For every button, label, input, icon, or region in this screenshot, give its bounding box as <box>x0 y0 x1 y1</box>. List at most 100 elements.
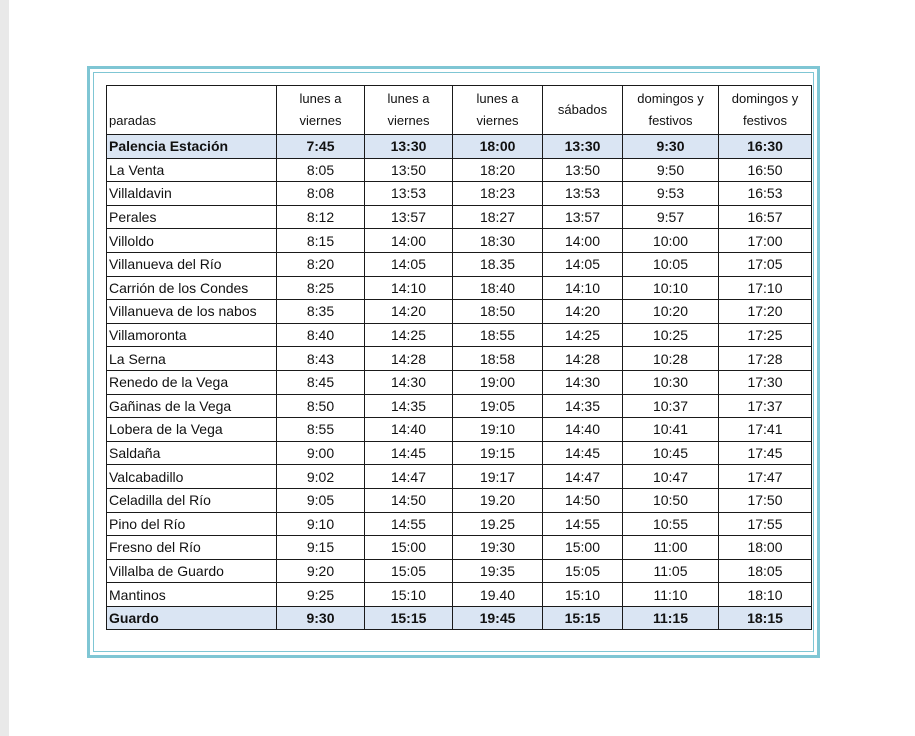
departure-time-cell: 9:57 <box>622 204 719 230</box>
schedule-row: Lobera de la Vega 8:55 14:40 19:10 14:40 10:4… <box>106 417 812 442</box>
day-column-header-line: viernes <box>387 113 430 128</box>
departure-time-cell: 14:40 <box>542 417 623 442</box>
departure-time-cell: 14:28 <box>364 346 453 371</box>
schedule-row: Saldaña 9:00 14:45 19:15 14:45 10:45 17:45 <box>106 440 812 466</box>
departure-time-cell: 14:10 <box>542 275 623 301</box>
departure-time-cell: 9:53 <box>622 181 719 206</box>
departure-time-cell: 14:30 <box>364 369 453 395</box>
departure-time-cell: 19.40 <box>452 582 543 607</box>
departure-time-cell: 8:50 <box>276 393 365 419</box>
departure-time-cell: 19.25 <box>452 511 543 537</box>
departure-time-cell: 9:20 <box>276 558 365 584</box>
departure-time-cell: 10:55 <box>622 511 719 537</box>
departure-time-cell: 14:05 <box>364 251 453 277</box>
departure-time-cell: 18:30 <box>452 228 543 253</box>
stop-name-cell: Saldaña <box>106 440 277 466</box>
departure-time-cell: 9:00 <box>276 440 365 466</box>
departure-time-cell: 17:55 <box>718 511 812 537</box>
departure-time-cell: 17:41 <box>718 417 812 442</box>
departure-time-cell: 13:57 <box>542 204 623 230</box>
departure-time-cell: 16:50 <box>718 157 812 183</box>
departure-time-cell: 15:05 <box>542 558 623 584</box>
departure-time-cell: 10:37 <box>622 393 719 419</box>
departure-time-cell: 14:50 <box>542 487 623 513</box>
departure-time-cell: 15:10 <box>542 582 623 607</box>
schedule-row: Celadilla del Río 9:05 14:50 19.20 14:50 10:5… <box>106 487 812 513</box>
stop-name-cell: Palencia Estación <box>106 134 277 159</box>
stop-name-cell: Villaldavin <box>106 181 277 206</box>
departure-time-cell: 15:00 <box>542 535 623 560</box>
schedule-row: Fresno del Río 9:15 15:00 19:30 15:00 11:00 18… <box>106 535 812 560</box>
departure-time-cell: 8:08 <box>276 181 365 206</box>
stop-name-cell: Valcabadillo <box>106 464 277 489</box>
schedule-row: Valcabadillo 9:02 14:47 19:17 14:47 10:47 17:4… <box>106 464 812 489</box>
departure-time-cell: 14:05 <box>542 251 623 277</box>
departure-time-cell: 9:10 <box>276 511 365 537</box>
stops-column-header: paradas <box>106 85 277 135</box>
schedule-row: Villalba de Guardo 9:20 15:05 19:35 15:05 11:… <box>106 558 812 584</box>
departure-time-cell: 18:55 <box>452 322 543 348</box>
schedule-row: Carrión de los Condes 8:25 14:10 18:40 14:10… <box>106 275 812 301</box>
schedule-row: Villoldo 8:15 14:00 18:30 14:00 10:00 17:00 <box>106 228 812 253</box>
schedule-row: Villaldavin 8:08 13:53 18:23 13:53 9:53 16:53 <box>106 181 812 206</box>
departure-time-cell: 13:57 <box>364 204 453 230</box>
departure-time-cell: 17:50 <box>718 487 812 513</box>
departure-time-cell: 14:55 <box>542 511 623 537</box>
departure-time-cell: 11:00 <box>622 535 719 560</box>
departure-time-cell: 15:05 <box>364 558 453 584</box>
day-column-header-line: lunes a <box>387 91 430 106</box>
departure-time-cell: 17:05 <box>718 251 812 277</box>
departure-time-cell: 8:25 <box>276 275 365 301</box>
departure-time-cell: 16:53 <box>718 181 812 206</box>
departure-time-cell: 18:10 <box>718 582 812 607</box>
stop-name-cell: Villalba de Guardo <box>106 558 277 584</box>
day-column-header: lunes a viernes <box>364 85 453 135</box>
stop-name-cell: Villoldo <box>106 228 277 253</box>
departure-time-cell: 14:35 <box>542 393 623 419</box>
stop-name-cell: La Serna <box>106 346 277 371</box>
departure-time-cell: 19:10 <box>452 417 543 442</box>
schedule-row: Palencia Estación 7:45 13:30 18:00 13:30 9:30… <box>106 134 812 159</box>
departure-time-cell: 9:15 <box>276 535 365 560</box>
departure-time-cell: 14:25 <box>542 322 623 348</box>
day-column-header-line: lunes a <box>299 91 342 106</box>
stop-name-cell: Perales <box>106 204 277 230</box>
day-column-header: domingos y festivos <box>718 85 812 135</box>
departure-time-cell: 8:45 <box>276 369 365 395</box>
departure-time-cell: 13:30 <box>364 134 453 159</box>
schedule-frame-inner: paradas lunes a viernes lunes a viernes lune… <box>93 72 814 652</box>
departure-time-cell: 8:05 <box>276 157 365 183</box>
departure-time-cell: 14:50 <box>364 487 453 513</box>
departure-time-cell: 11:10 <box>622 582 719 607</box>
departure-time-cell: 9:50 <box>622 157 719 183</box>
departure-time-cell: 8:43 <box>276 346 365 371</box>
departure-time-cell: 17:25 <box>718 322 812 348</box>
day-column-header-line: festivos <box>648 113 693 128</box>
page-edge <box>0 0 9 736</box>
departure-time-cell: 10:47 <box>622 464 719 489</box>
departure-time-cell: 8:12 <box>276 204 365 230</box>
departure-time-cell: 13:50 <box>364 157 453 183</box>
day-column-header: lunes a viernes <box>452 85 543 135</box>
departure-time-cell: 8:35 <box>276 299 365 324</box>
stop-name-cell: Villamoronta <box>106 322 277 348</box>
departure-time-cell: 19.20 <box>452 487 543 513</box>
departure-time-cell: 17:20 <box>718 299 812 324</box>
schedule-row: La Serna 8:43 14:28 18:58 14:28 10:28 17:28 <box>106 346 812 371</box>
table-header: paradas lunes a viernes lunes a viernes lune… <box>106 85 812 135</box>
stop-name-cell: Carrión de los Condes <box>106 275 277 301</box>
departure-time-cell: 18:23 <box>452 181 543 206</box>
departure-time-cell: 10:28 <box>622 346 719 371</box>
schedule-row: Renedo de la Vega 8:45 14:30 19:00 14:30 10:3… <box>106 369 812 395</box>
departure-time-cell: 9:30 <box>622 134 719 159</box>
stop-name-cell: Lobera de la Vega <box>106 417 277 442</box>
stop-name-cell: Celadilla del Río <box>106 487 277 513</box>
departure-time-cell: 9:30 <box>276 605 365 631</box>
departure-time-cell: 8:20 <box>276 251 365 277</box>
departure-time-cell: 14:35 <box>364 393 453 419</box>
departure-time-cell: 19:00 <box>452 369 543 395</box>
schedule-row: Guardo 9:30 15:15 19:45 15:15 11:15 18:15 <box>106 605 812 631</box>
departure-time-cell: 18:00 <box>452 134 543 159</box>
departure-time-cell: 15:10 <box>364 582 453 607</box>
day-column-header-line: domingos y <box>731 91 799 106</box>
